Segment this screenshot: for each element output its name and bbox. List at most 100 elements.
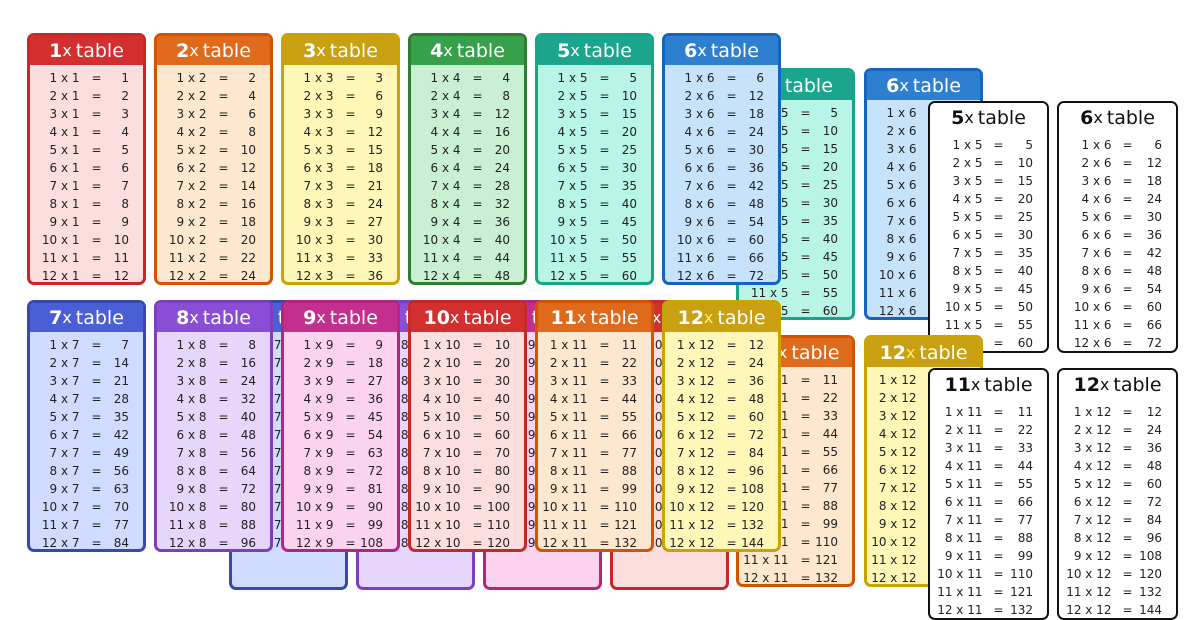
equals-sign: =: [345, 89, 356, 103]
product-value: 132: [1139, 585, 1162, 599]
equals-sign: =: [800, 409, 811, 423]
product-value: 20: [494, 356, 510, 370]
multiplication-expression: 2 x 11: [549, 356, 588, 370]
title-suffix: table: [710, 39, 759, 62]
table-row: 7 x 3 = 21: [284, 177, 397, 195]
table-number: 9: [303, 306, 317, 329]
multiplication-expression: 8 x 9: [303, 464, 334, 478]
product-value: 28: [494, 179, 510, 193]
table-row: 9 x 4 = 36: [411, 213, 524, 231]
multiplication-expression: 10 x 4: [422, 233, 461, 247]
multiplication-expression: 12 x 2: [168, 269, 207, 283]
table-row: 12 x 12 = 144: [1059, 601, 1176, 618]
equals-sign: =: [218, 374, 229, 388]
product-value: 25: [822, 178, 838, 192]
product-value: 121: [614, 518, 637, 532]
table-row: 8 x 10 = 80: [411, 462, 524, 480]
product-value: 9: [121, 215, 129, 229]
table-row: 11 x 8 = 88: [157, 516, 270, 534]
product-value: 84: [113, 536, 129, 550]
product-value: 50: [621, 233, 637, 247]
equals-sign: =: [91, 125, 102, 139]
multiplication-expression: 10 x 9: [295, 500, 334, 514]
equals-sign: =: [1122, 603, 1133, 617]
equals-sign: =: [472, 197, 483, 211]
equals-sign: =: [91, 536, 102, 550]
product-value: 3: [121, 107, 129, 121]
product-value: 30: [621, 161, 637, 175]
product-value: 42: [1146, 246, 1162, 260]
title-suffix: table: [202, 306, 251, 329]
table-row: 7 x 6 = 42: [665, 177, 778, 195]
equals-sign: =: [345, 374, 356, 388]
product-value: 10: [240, 143, 256, 157]
equals-sign: =: [91, 356, 102, 370]
equals-sign: =: [800, 553, 811, 567]
table-number: 3: [303, 39, 317, 62]
table-row: 12 x 5 = 60: [538, 267, 651, 282]
equals-sign: =: [726, 251, 737, 265]
equals-sign: =: [1122, 405, 1133, 419]
multiplication-expression: 11 x 5: [750, 286, 789, 300]
equals-sign: =: [1122, 246, 1133, 260]
equals-sign: =: [993, 192, 1004, 206]
table-row: 4 x 12 = 48: [665, 390, 778, 408]
table-row: 5 x 9 = 45: [284, 408, 397, 426]
table-row: 10 x 6 = 60: [1059, 298, 1176, 316]
product-value: 28: [113, 392, 129, 406]
equals-sign: =: [91, 482, 102, 496]
title-suffix: table: [1106, 106, 1155, 129]
table-row: 2 x 8 = 16: [157, 354, 270, 372]
product-value: 12: [240, 161, 256, 175]
table-row: 12 x 10 = 120: [411, 534, 524, 549]
multiplication-expression: 5 x 12: [676, 410, 715, 424]
equals-sign: =: [993, 603, 1004, 617]
multiplication-expression: 4 x 11: [549, 392, 588, 406]
product-value: 77: [621, 446, 637, 460]
table-row: 7 x 4 = 28: [411, 177, 524, 195]
equals-sign: =: [1122, 477, 1133, 491]
table-number: 6: [684, 39, 698, 62]
card-title: 12 x table: [665, 303, 778, 332]
multiplication-expression: 3 x 12: [676, 374, 715, 388]
table-row: 9 x 12 = 108: [1059, 547, 1176, 565]
table-row: 8 x 4 = 32: [411, 195, 524, 213]
product-value: 36: [367, 269, 383, 283]
multiplication-expression: 6 x 6: [886, 196, 917, 210]
equals-sign: =: [800, 250, 811, 264]
equals-sign: =: [993, 477, 1004, 491]
equals-sign: =: [800, 106, 811, 120]
multiplication-expression: 12 x 6: [878, 304, 917, 318]
card-title: 6 x table: [1059, 103, 1176, 132]
times-sign: x: [703, 308, 714, 327]
equals-sign: =: [91, 251, 102, 265]
equals-sign: =: [91, 500, 102, 514]
times-sign: x: [62, 308, 72, 327]
equals-sign: =: [1122, 210, 1133, 224]
table-row: 1 x 3 = 3: [284, 69, 397, 87]
equals-sign: =: [726, 356, 737, 370]
multiplication-expression: 10 x 2: [168, 233, 207, 247]
title-suffix: table: [329, 306, 378, 329]
equals-sign: =: [800, 124, 811, 138]
equals-sign: =: [599, 464, 610, 478]
multiplication-expression: 6 x 2: [176, 161, 207, 175]
product-value: 36: [367, 392, 383, 406]
equals-sign: =: [993, 459, 1004, 473]
table-row: 7 x 9 = 63: [284, 444, 397, 462]
multiplication-expression: 2 x 1: [49, 89, 80, 103]
table-row: 2 x 6 = 12: [1059, 154, 1176, 172]
multiplication-expression: 1 x 2: [176, 71, 207, 85]
table-row: 9 x 10 = 90: [411, 480, 524, 498]
table-row: 2 x 5 = 10: [538, 87, 651, 105]
table-row: 8 x 12 = 96: [665, 462, 778, 480]
multiplication-expression: 2 x 7: [49, 356, 80, 370]
multiplication-expression: 4 x 6: [1081, 192, 1112, 206]
equals-sign: =: [345, 482, 356, 496]
equals-sign: =: [726, 500, 737, 514]
card-title: 6 x table: [867, 71, 980, 100]
equals-sign: =: [91, 410, 102, 424]
front-8x-table-card: 8 x table 1 x 8 = 8 2 x 8 = 16 3 x 8 = 24 4 x 8 = 32 5 …: [154, 300, 273, 552]
product-value: 24: [367, 197, 383, 211]
